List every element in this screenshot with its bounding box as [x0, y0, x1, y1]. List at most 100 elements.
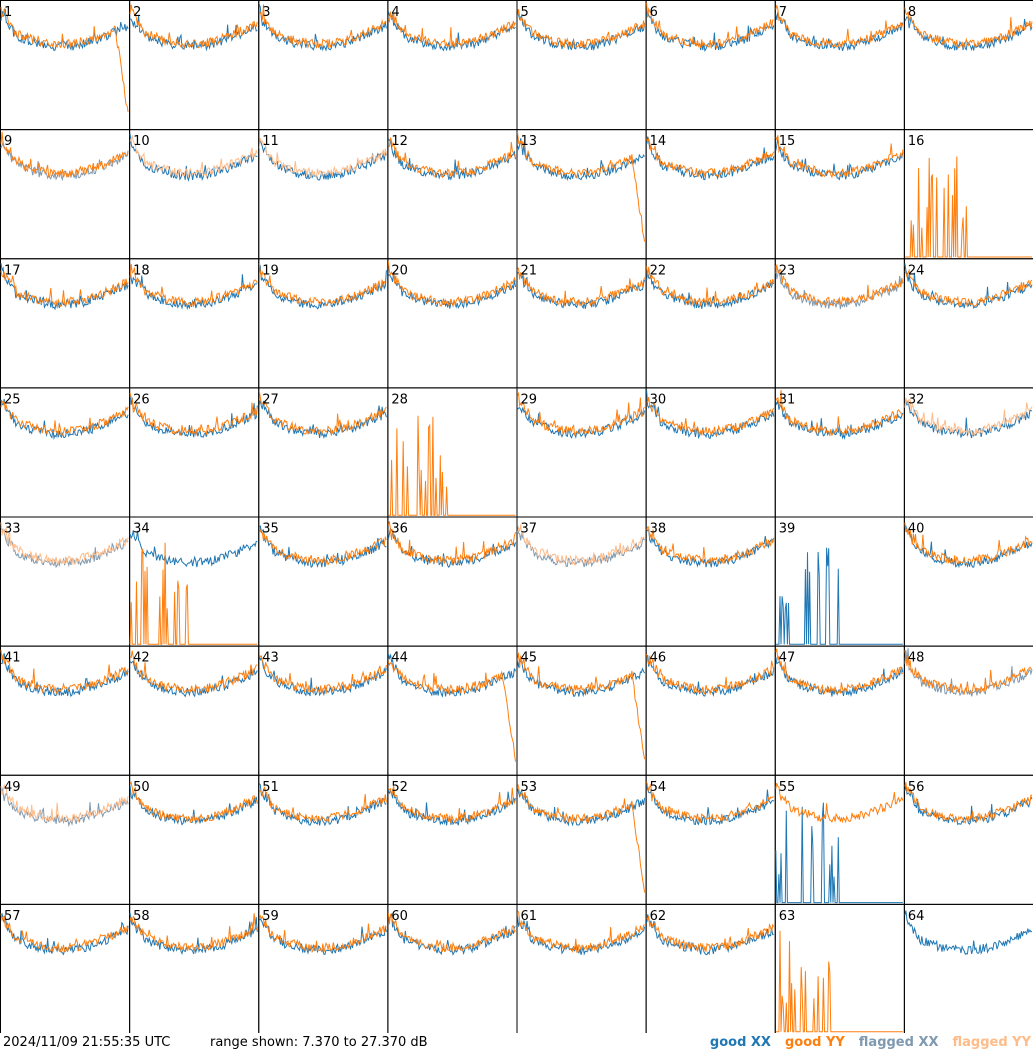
yy-series-31 — [775, 389, 904, 437]
xx-series-26 — [129, 394, 258, 438]
yy-series-43 — [258, 654, 387, 696]
yy-series-11 — [258, 137, 387, 178]
panel-label-45: 45 — [521, 651, 538, 666]
xx-series-29 — [517, 407, 646, 439]
panel-label-3: 3 — [262, 5, 270, 20]
legend-flagged-xx: flagged XX — [858, 1035, 939, 1050]
yy-series-9 — [0, 131, 129, 179]
yy-series-29 — [517, 391, 645, 436]
panel-label-59: 59 — [262, 909, 279, 924]
panel-label-58: 58 — [133, 909, 150, 924]
panel-label-56: 56 — [908, 780, 925, 795]
panel-label-35: 35 — [262, 522, 279, 537]
yy-series-45 — [517, 652, 646, 760]
xx-series-36 — [387, 527, 516, 569]
yy-series-37 — [517, 524, 645, 567]
panel-label-52: 52 — [391, 780, 408, 795]
xx-series-12 — [387, 138, 516, 181]
xx-series-39 — [775, 547, 903, 645]
yy-series-50 — [129, 781, 258, 824]
yy-series-28 — [388, 415, 516, 516]
yy-series-30 — [646, 396, 775, 437]
panel-label-4: 4 — [391, 5, 399, 20]
yy-series-20 — [387, 261, 516, 308]
yy-series-62 — [646, 916, 775, 952]
yy-series-16 — [904, 156, 1032, 258]
panel-label-17: 17 — [4, 263, 21, 278]
yy-series-19 — [258, 263, 387, 307]
xx-series-58 — [129, 912, 258, 955]
xx-series-2 — [129, 14, 258, 52]
yy-series-13 — [517, 131, 646, 242]
panel-frame-1 — [0, 0, 131, 131]
panel-label-44: 44 — [391, 651, 408, 666]
panel-label-43: 43 — [262, 651, 279, 666]
panel-label-51: 51 — [262, 780, 279, 795]
panel-label-61: 61 — [521, 909, 538, 924]
panel-label-36: 36 — [391, 522, 408, 537]
panel-label-48: 48 — [908, 651, 925, 666]
panel-frame-9 — [0, 129, 131, 260]
panel-label-22: 22 — [650, 263, 667, 278]
footer-bar: 2024/11/09 21:55:35 UTC range shown: 7.3… — [0, 1033, 1033, 1053]
yy-series-17 — [0, 270, 129, 308]
panel-label-14: 14 — [650, 134, 667, 149]
panel-label-13: 13 — [521, 134, 538, 149]
yy-series-4 — [387, 11, 516, 49]
xx-series-64 — [904, 910, 1033, 955]
panel-label-64: 64 — [908, 909, 925, 924]
xx-series-22 — [646, 270, 775, 309]
panel-label-1: 1 — [4, 5, 12, 20]
panel-label-32: 32 — [908, 392, 925, 407]
yy-series-32 — [904, 397, 1033, 436]
panel-label-42: 42 — [133, 651, 150, 666]
panel-label-47: 47 — [779, 651, 796, 666]
yy-series-63 — [775, 930, 903, 1033]
yy-series-3 — [258, 4, 387, 49]
xx-series-4 — [387, 11, 516, 52]
panel-label-12: 12 — [391, 134, 408, 149]
panel-label-25: 25 — [4, 392, 21, 407]
panel-frame-6 — [645, 0, 776, 131]
yy-series-2 — [129, 4, 258, 50]
panel-label-21: 21 — [521, 263, 538, 278]
yy-series-18 — [129, 263, 258, 308]
panel-label-19: 19 — [262, 263, 279, 278]
yy-series-51 — [259, 786, 387, 823]
yy-series-40 — [904, 522, 1033, 566]
yy-series-38 — [646, 526, 775, 566]
yy-series-10 — [129, 134, 258, 178]
xx-series-44 — [387, 653, 516, 698]
panel-label-15: 15 — [779, 134, 796, 149]
yy-series-14 — [646, 137, 775, 178]
panel-label-37: 37 — [521, 522, 538, 537]
yy-series-60 — [387, 913, 516, 953]
panel-label-49: 49 — [4, 780, 21, 795]
panel-label-57: 57 — [4, 909, 21, 924]
yy-series-12 — [388, 137, 516, 179]
yy-series-7 — [775, 5, 904, 49]
xx-series-53 — [517, 788, 646, 827]
yy-series-24 — [904, 268, 1033, 308]
panel-label-30: 30 — [650, 392, 667, 407]
panel-label-2: 2 — [133, 5, 141, 20]
legend: good XX good YY flagged XX flagged YY — [710, 1033, 1031, 1053]
yy-series-61 — [517, 910, 645, 954]
panel-label-18: 18 — [133, 263, 150, 278]
panel-label-10: 10 — [133, 134, 150, 149]
yy-series-44 — [387, 661, 516, 762]
yy-series-33 — [0, 522, 129, 566]
yy-series-46 — [646, 654, 775, 696]
panel-label-31: 31 — [779, 392, 796, 407]
yy-series-48 — [904, 650, 1033, 696]
yy-series-15 — [775, 135, 904, 179]
xx-series-8 — [904, 16, 1033, 51]
panel-frame-3 — [258, 0, 389, 131]
panel-label-54: 54 — [650, 780, 667, 795]
xx-series-41 — [0, 653, 129, 698]
xx-series-25 — [0, 398, 129, 440]
yy-series-1 — [0, 7, 129, 113]
yy-series-8 — [904, 7, 1033, 49]
